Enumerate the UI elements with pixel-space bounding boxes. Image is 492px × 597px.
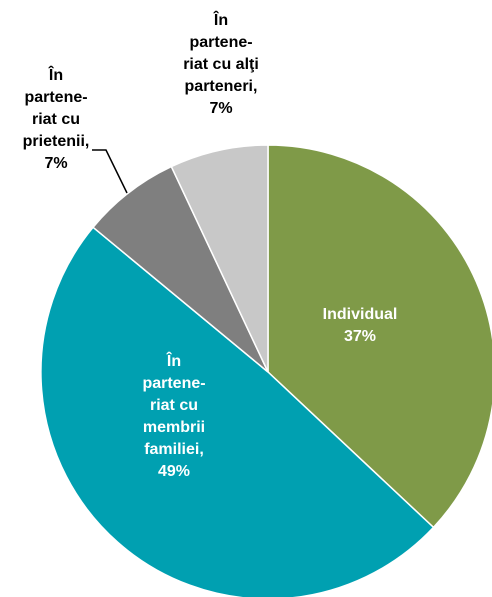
slice-label-individual: Individual 37% [323,306,398,345]
slice-parteneri [170,144,269,373]
labels-layer: Individual 37% În partene-riat cu membrii fam… [23,10,398,480]
label-line: 7% [44,155,67,172]
slices-layer [40,144,492,597]
label-line: În [166,351,181,370]
label-line: prietenii, [23,133,90,150]
label-line: 37% [344,328,376,345]
label-line: riat cu [32,111,80,128]
slice-label-familiei: În partene-riat cu membrii familiei, 49% [142,351,205,480]
slice-individual [267,144,492,529]
slice-familiei [40,226,435,597]
label-line: În [48,65,63,84]
label-line: partene- [142,375,205,392]
slice-label-prietenii: În partene-riat cu prietenii, 7% [23,65,90,172]
slice-label-parteneri: În partene-riat cu alţi parteneri, 7% [183,10,259,117]
label-line: parteneri, [185,78,258,95]
leader-lines-layer [92,149,128,194]
label-line: familiei, [144,441,204,458]
label-line: În [213,10,228,29]
label-line: riat cu [150,397,198,414]
label-line: partene- [189,34,252,51]
label-line: 49% [158,463,190,480]
label-line: 7% [209,100,232,117]
label-line: riat cu alţi [183,56,259,73]
label-line: membrii [143,419,205,436]
label-line: partene- [24,89,87,106]
label-line: Individual [323,306,398,323]
leader-line-prietenii [92,149,128,194]
